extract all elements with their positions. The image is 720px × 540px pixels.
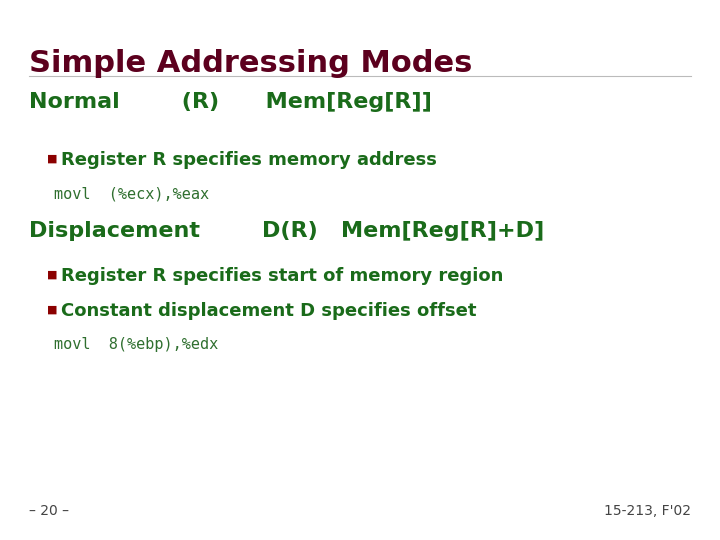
Text: movl  8(%ebp),%edx: movl 8(%ebp),%edx bbox=[54, 338, 218, 353]
Text: 15-213, F'02: 15-213, F'02 bbox=[604, 504, 691, 518]
Text: ■: ■ bbox=[47, 305, 58, 315]
Text: movl  (%ecx),%eax: movl (%ecx),%eax bbox=[54, 186, 209, 201]
Text: Simple Addressing Modes: Simple Addressing Modes bbox=[29, 49, 472, 78]
Text: – 20 –: – 20 – bbox=[29, 504, 69, 518]
Text: Constant displacement D specifies offset: Constant displacement D specifies offset bbox=[61, 302, 477, 320]
Text: Register R specifies start of memory region: Register R specifies start of memory reg… bbox=[61, 267, 503, 285]
Text: Normal        (R)      Mem[Reg[R]]: Normal (R) Mem[Reg[R]] bbox=[29, 92, 432, 112]
Text: ■: ■ bbox=[47, 270, 58, 280]
Text: Register R specifies memory address: Register R specifies memory address bbox=[61, 151, 437, 169]
Text: ■: ■ bbox=[47, 154, 58, 164]
Text: Displacement        D(R)   Mem[Reg[R]+D]: Displacement D(R) Mem[Reg[R]+D] bbox=[29, 221, 544, 241]
